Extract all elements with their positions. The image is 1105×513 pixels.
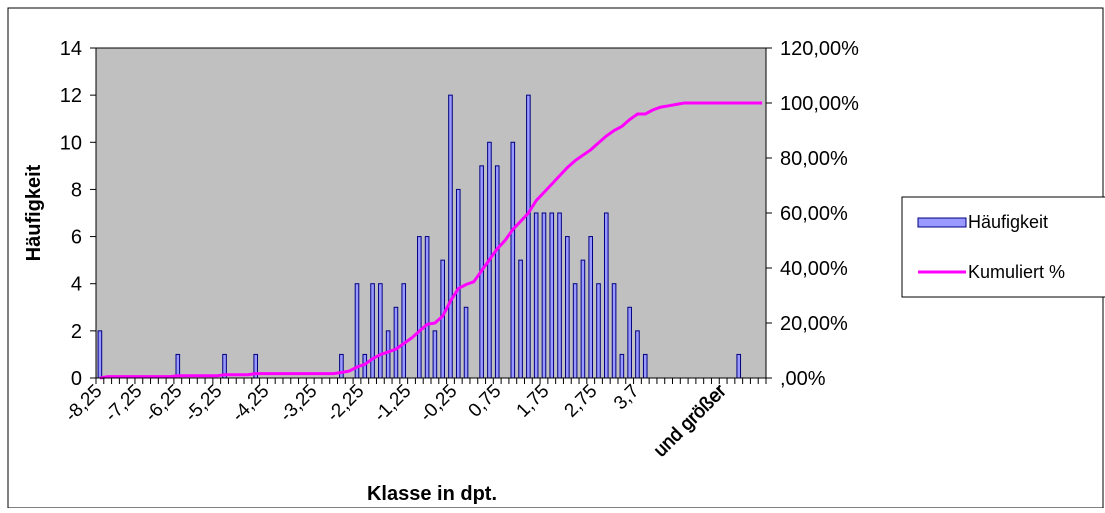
bar (455, 188, 461, 379)
bar (448, 94, 453, 379)
legend-bar-swatch (917, 217, 967, 228)
bar (580, 259, 586, 379)
y-right-tick-label: 120,00% (780, 38, 859, 60)
y-right-tick-label: 100,00% (780, 93, 859, 115)
bar (526, 94, 531, 379)
bar (510, 141, 516, 379)
bar (533, 212, 539, 379)
bar (494, 165, 500, 379)
bar (97, 330, 103, 379)
y-left-tick-label: 12 (60, 85, 82, 107)
bar (642, 353, 648, 379)
legend-box (901, 196, 1105, 298)
bar (603, 212, 609, 379)
bar (736, 353, 742, 379)
bar (588, 236, 594, 379)
bar (401, 283, 407, 379)
bar (619, 353, 625, 379)
bar (370, 283, 375, 379)
y-left-tick-label: 4 (71, 274, 82, 296)
bar (565, 236, 570, 379)
bar (354, 283, 360, 379)
legend: Häufigkeit Kumuliert % (901, 196, 1105, 298)
y-right-tick-label: ,00% (780, 368, 826, 390)
legend-label-haeufigkeit: Häufigkeit (968, 212, 1048, 232)
bar (432, 330, 438, 379)
bar (417, 236, 422, 379)
y-right-tick-label: 40,00% (780, 258, 848, 280)
bar (385, 330, 391, 379)
y-left-tick-label: 10 (60, 132, 82, 154)
y-left-tick-label: 6 (71, 227, 82, 249)
bar (541, 212, 547, 379)
y-right-tick-label: 20,00% (780, 313, 848, 335)
axes (95, 48, 767, 384)
bar (518, 259, 523, 379)
bar (549, 212, 555, 379)
y-left-tick-label: 2 (71, 321, 82, 343)
bar (557, 212, 562, 379)
legend-label-kumuliert: Kumuliert % (968, 262, 1065, 282)
y-left-tick-label: 8 (71, 179, 82, 201)
bar (635, 330, 640, 379)
bar (627, 306, 632, 379)
y-left-tick-label: 14 (60, 38, 82, 60)
x-axis-label: Klasse in dpt. (367, 483, 497, 505)
y-right-tick-label: 60,00% (780, 203, 848, 225)
plot-area (96, 48, 766, 378)
bar (378, 283, 383, 379)
bar (572, 283, 578, 379)
y-right-tick-label: 80,00% (780, 148, 848, 170)
bar (393, 306, 399, 379)
y-left-tick-label: 0 (71, 368, 82, 390)
y-left-ticks: 0 2 4 6 8 10 12 14 (60, 38, 96, 390)
y-right-ticks: ,00% 20,00% 40,00% 60,00% 80,00% 100,00% 120,0… (766, 38, 859, 390)
bar (424, 236, 430, 379)
bar (463, 306, 469, 379)
cumulative-line (99, 101, 763, 380)
bar (339, 353, 344, 379)
y-axis-label: Häufigkeit (23, 164, 45, 261)
bar (611, 283, 617, 379)
bar (596, 283, 601, 379)
